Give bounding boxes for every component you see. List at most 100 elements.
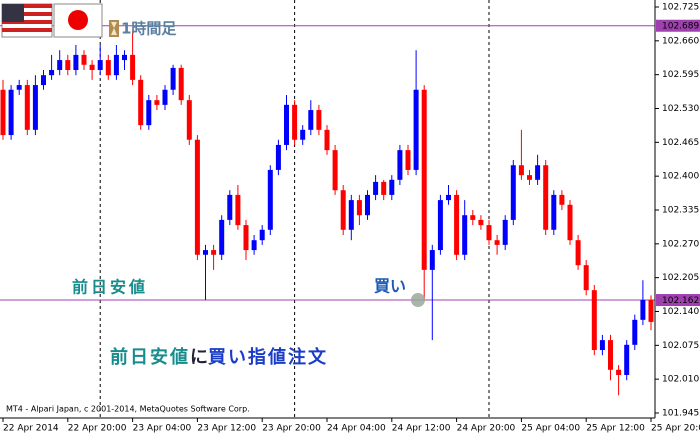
candle-body (454, 194, 460, 255)
candle-body (381, 181, 387, 195)
timeframe: 1時間足 (121, 20, 177, 38)
us-flag (1, 3, 53, 38)
y-tick-label: 102.075 (662, 341, 699, 351)
plot-area (0, 0, 655, 418)
candle-body (413, 89, 419, 170)
candle-body (608, 340, 613, 370)
candle-body (57, 60, 63, 70)
x-tick-label: 23 Apr 04:00 (133, 424, 192, 434)
candle-body (308, 110, 314, 130)
candle-body (0, 89, 6, 136)
candle-body (73, 54, 79, 70)
candle-body (470, 215, 476, 220)
hourglass-icon (109, 20, 119, 37)
candle-body (32, 85, 38, 130)
candle-body (284, 104, 289, 145)
candle-body (24, 85, 30, 130)
candle-body (567, 204, 573, 241)
y-tick-label: 102.595 (662, 70, 699, 80)
candle-body (429, 250, 435, 270)
candle-body (81, 54, 87, 65)
candle-body (211, 250, 217, 255)
prev-low-label: 前日安値 (72, 278, 148, 297)
y-tick-label: 102.725 (662, 3, 699, 13)
buy-point (411, 293, 425, 307)
candle-body (518, 165, 524, 176)
candle-body (105, 60, 111, 76)
y-tick-label: 101.945 (662, 409, 699, 419)
candle-body (267, 169, 273, 230)
y-tick-label: 102.010 (662, 375, 699, 385)
candle-body (97, 60, 103, 70)
candle-body (437, 200, 443, 251)
candle-body (259, 229, 265, 241)
candle-body (551, 194, 557, 230)
y-tick-label: 102.660 (662, 36, 699, 46)
candle-body (397, 150, 403, 180)
level-label: 102.162 (662, 296, 699, 306)
x-tick-label: 24 Apr 04:00 (327, 424, 386, 434)
candle-body (16, 85, 22, 90)
candle-body (65, 60, 71, 70)
buy-label: 買い (374, 277, 406, 296)
candle-body (640, 300, 646, 320)
candle-body (389, 179, 395, 195)
caption-part: に (190, 347, 208, 368)
x-tick-label: 23 Apr 20:00 (262, 424, 321, 434)
candle-body (186, 100, 192, 140)
caption: 前日安値に買い指値注文 (110, 346, 328, 368)
candle-body (170, 67, 176, 90)
candle-body (559, 194, 565, 205)
candle-body (113, 54, 119, 76)
candle-body (486, 225, 492, 241)
copyright: MT4 - Alpari Japan, c 2001-2014, MetaQuo… (6, 405, 250, 414)
candle-body (405, 150, 411, 170)
caption-part: 前日安値 (110, 346, 190, 368)
y-tick-label: 102.400 (662, 172, 699, 182)
candle-body (89, 64, 95, 70)
candle-body (130, 54, 136, 80)
candle-body (251, 240, 257, 251)
candle-body (324, 129, 330, 151)
candle-body (575, 240, 581, 266)
candle-body (356, 200, 362, 216)
candle-body (194, 139, 200, 255)
candle-body (535, 165, 541, 180)
candle-body (632, 319, 638, 345)
x-tick-label: 25 Apr 12:00 (586, 424, 645, 434)
x-tick-label: 22 Apr 20:00 (68, 424, 127, 434)
level-label-box (656, 294, 700, 307)
x-tick-label: 24 Apr 12:00 (392, 424, 451, 434)
candle-body (178, 67, 184, 101)
candle-body (373, 181, 379, 195)
candle-body (316, 110, 322, 130)
candle-body (591, 290, 597, 351)
candle-body (583, 265, 589, 291)
candle-body (624, 344, 630, 376)
y-tick-label: 102.530 (662, 104, 699, 114)
y-tick-label: 102.270 (662, 239, 699, 249)
candle-body (648, 300, 654, 322)
candle-body (365, 194, 370, 216)
candle-body (616, 369, 622, 376)
x-tick-label: 24 Apr 20:00 (457, 424, 516, 434)
candle-body (510, 165, 516, 220)
candle-body (340, 190, 346, 230)
candle-body (122, 54, 127, 61)
y-tick-label: 102.335 (662, 206, 699, 216)
candle-body (494, 240, 500, 245)
candle-body (203, 250, 208, 255)
candle-body (235, 194, 241, 226)
x-tick-label: 22 Apr 2014 (3, 424, 59, 434)
candle-body (146, 100, 152, 126)
candle-body (527, 175, 532, 180)
x-tick-label: 25 Apr 20:00 (651, 424, 700, 434)
candle-body (462, 215, 468, 255)
level-label-box (656, 19, 700, 32)
x-tick-label: 23 Apr 12:00 (197, 424, 256, 434)
candle-body (502, 219, 508, 245)
candle-body (421, 89, 427, 270)
candle-body (599, 340, 605, 351)
candle-body (41, 75, 46, 86)
